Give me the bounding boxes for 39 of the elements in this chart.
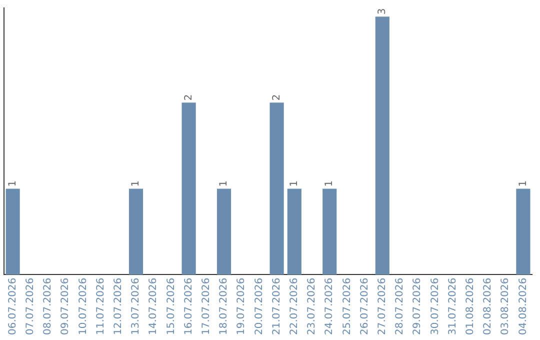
x-tick-label: 21.07.2026: [271, 278, 282, 336]
x-tick-label: 30.07.2026: [430, 278, 441, 336]
x-tick-label: 02.08.2026: [482, 278, 494, 336]
data-label: 3: [376, 8, 388, 15]
data-label: 1: [324, 180, 336, 187]
x-tick-label: 17.07.2026: [200, 278, 212, 336]
x-tick-label: 04.08.2026: [518, 278, 529, 336]
x-tick-label: 09.07.2026: [60, 278, 72, 336]
data-label: 1: [518, 180, 529, 187]
data-label: 2: [183, 94, 194, 101]
x-tick-label: 23.07.2026: [306, 278, 318, 336]
x-tick-label: 08.07.2026: [42, 278, 54, 336]
x-tick-label: 27.07.2026: [376, 278, 388, 336]
x-tick-label: 26.07.2026: [359, 278, 370, 336]
x-tick-label: 11.07.2026: [95, 278, 106, 336]
x-tick-label: 24.07.2026: [324, 278, 336, 336]
data-label: 1: [218, 180, 230, 187]
x-tick-label: 16.07.2026: [183, 278, 194, 336]
x-tick-label: 01.08.2026: [464, 278, 476, 336]
x-tick-label: 07.07.2026: [24, 278, 36, 336]
x-tick-label: 20.07.2026: [254, 278, 265, 336]
x-tick-label: 19.07.2026: [236, 278, 248, 336]
x-tick-label: 06.07.2026: [7, 278, 18, 336]
x-tick-label: 12.07.2026: [112, 278, 124, 336]
data-label: 1: [288, 180, 300, 187]
x-tick-label: 03.08.2026: [500, 278, 512, 336]
x-tick-label: 22.07.2026: [288, 278, 300, 336]
x-tick-label: 28.07.2026: [394, 278, 406, 336]
data-label: 2: [271, 94, 282, 101]
data-label: 1: [130, 180, 142, 187]
x-tick-label: 10.07.2026: [78, 278, 89, 336]
x-tick-label: 14.07.2026: [148, 278, 160, 336]
data-label: 1: [7, 180, 18, 187]
x-tick-label: 15.07.2026: [166, 278, 177, 336]
x-tick-label: 13.07.2026: [130, 278, 142, 336]
x-tick-label: 18.07.2026: [218, 278, 230, 336]
x-tick-label: 25.07.2026: [342, 278, 353, 336]
x-tick-label: 29.07.2026: [412, 278, 424, 336]
x-tick-label: 31.07.2026: [447, 278, 458, 336]
